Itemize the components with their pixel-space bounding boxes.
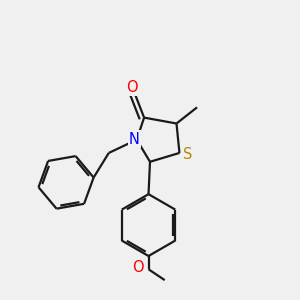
Text: S: S — [183, 147, 192, 162]
Text: O: O — [132, 260, 144, 275]
Text: O: O — [127, 80, 138, 95]
Text: N: N — [129, 132, 140, 147]
